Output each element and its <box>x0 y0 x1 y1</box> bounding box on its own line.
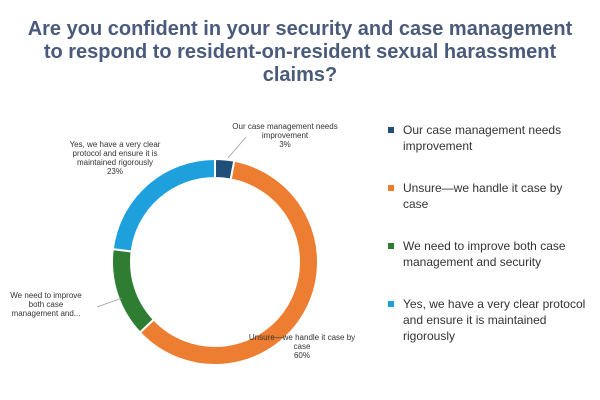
donut-slice-3 <box>111 157 216 253</box>
legend-item-3: Yes, we have a very clear protocol and e… <box>388 296 588 344</box>
chart-title: Are you confident in your security and c… <box>27 18 573 86</box>
legend-label-0: Our case management needs improvement <box>403 123 562 153</box>
legend-swatch-3 <box>388 301 394 307</box>
donut-slice-2 <box>111 247 156 334</box>
legend-swatch-0 <box>388 127 394 133</box>
legend-label-3: Yes, we have a very clear protocol and e… <box>403 297 586 343</box>
data-label-2: We need to improve both case management an… <box>10 291 82 318</box>
leader-line-2 <box>96 297 123 308</box>
data-label-3: Yes, we have a very clear protocol and en… <box>70 140 161 176</box>
legend-swatch-1 <box>388 185 394 191</box>
leader-line-0 <box>227 136 247 159</box>
legend-item-0: Our case management needs improvement <box>388 122 588 154</box>
legend-item-1: Unsure—we handle it case by case <box>388 180 588 212</box>
data-label-0: Our case management needs improvement 3% <box>232 122 337 149</box>
legend-swatch-2 <box>388 243 394 249</box>
legend-item-2: We need to improve both case management … <box>388 238 588 270</box>
legend-label-2: We need to improve both case management … <box>403 239 566 269</box>
data-label-1: Unsure—we handle it case by case 60% <box>249 333 355 360</box>
legend-label-1: Unsure—we handle it case by case <box>403 181 563 211</box>
